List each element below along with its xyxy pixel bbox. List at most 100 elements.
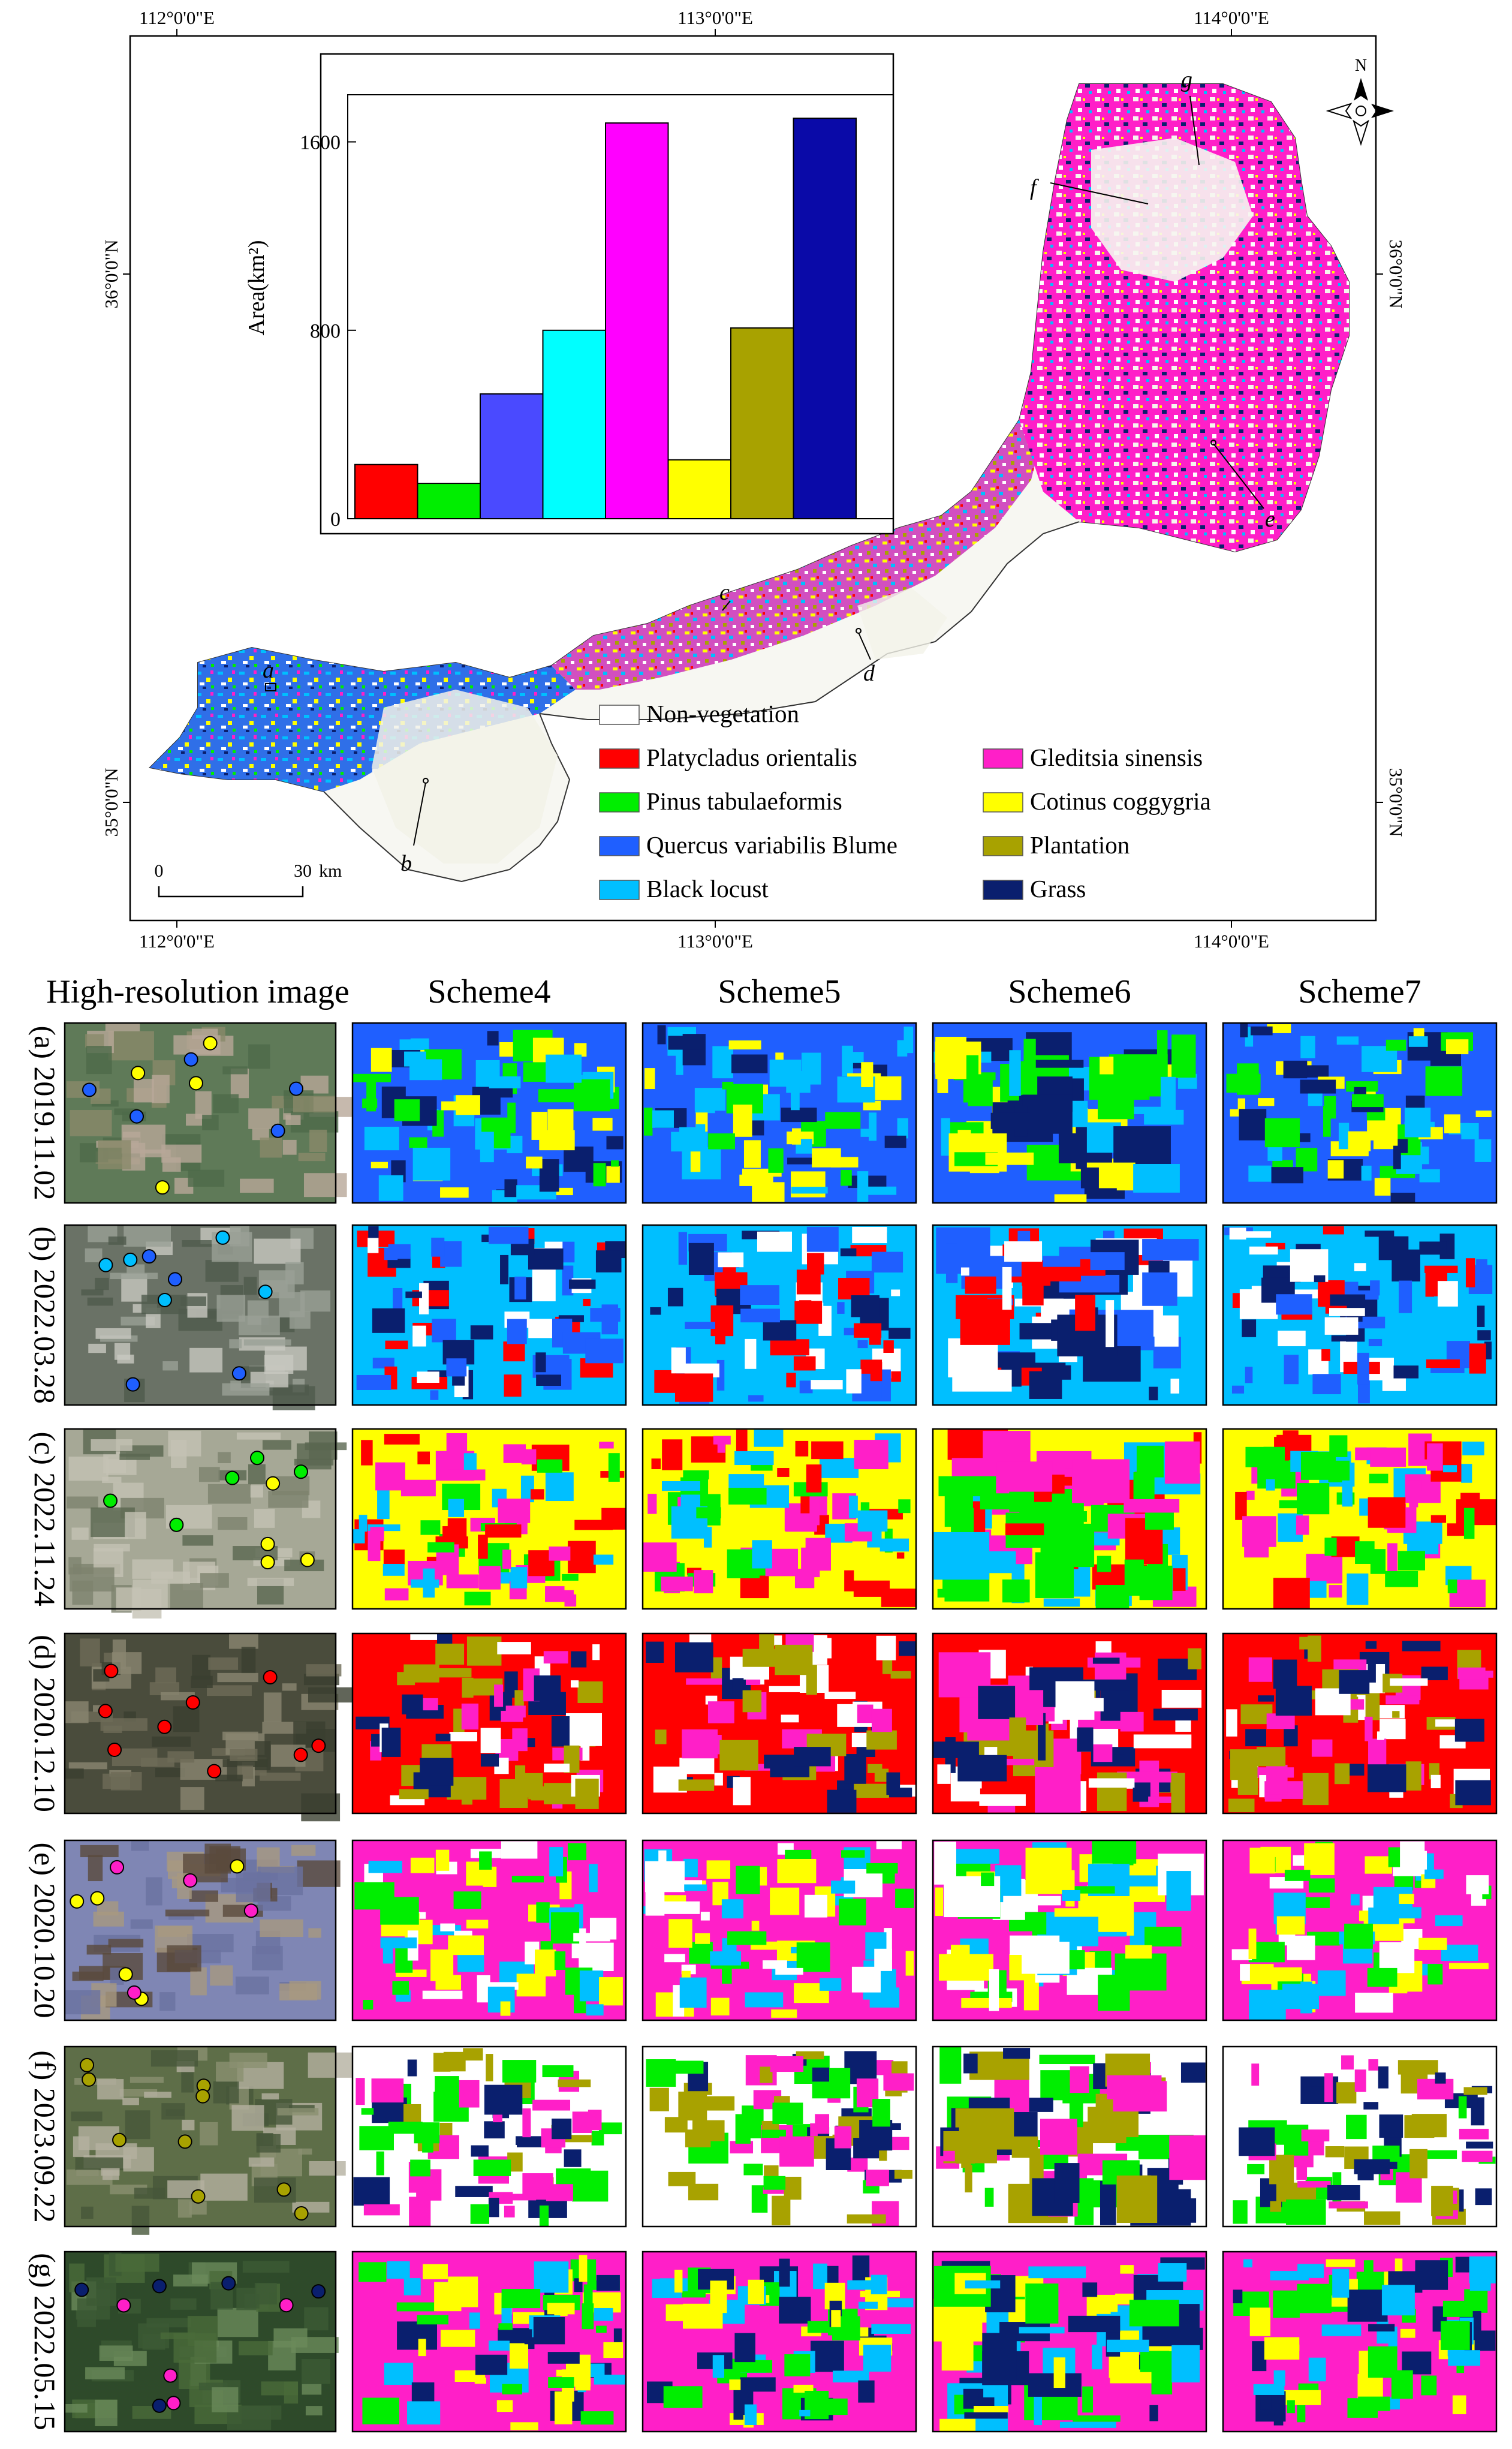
- legend-label-7: Plantation: [1030, 831, 1130, 859]
- classmap-2-2: [641, 1428, 917, 1610]
- scale-bar: 0 30 km: [155, 861, 342, 898]
- classmap-2-3: [932, 1428, 1207, 1610]
- chart-bar-5: [667, 459, 731, 519]
- row-label-4: (e) 2020.10.20: [28, 1843, 62, 2018]
- legend-swatch-6: [983, 792, 1023, 813]
- study-area: [148, 83, 1350, 883]
- legend-swatch-8: [983, 880, 1023, 900]
- area-bar-chart: Area(km²) 0 800 1600: [244, 53, 894, 535]
- legend-swatch-2: [599, 792, 640, 813]
- legend-label-4: Black locust: [646, 875, 769, 902]
- row-label-1: (b) 2022.03.28: [28, 1226, 62, 1404]
- classmap-0-2: [641, 1022, 917, 1204]
- photo-3-0: [64, 1632, 354, 1822]
- row-label-2: (c) 2022.11.24: [28, 1431, 62, 1606]
- coord-right-1: 36°0'0"N: [1386, 239, 1406, 308]
- site-label-a: a: [263, 658, 274, 683]
- photo-1-0: [64, 1224, 337, 1410]
- site-label-g: g: [1181, 67, 1192, 92]
- legend: Non-vegetation Platycladus orientalis Pinu…: [599, 700, 1211, 902]
- north-arrow-icon: [1326, 78, 1394, 146]
- legend-swatch-7: [983, 836, 1023, 856]
- legend-label-5: Gleditsia sinensis: [1030, 744, 1203, 771]
- classmap-4-1: [351, 1839, 627, 2021]
- classmap-5-1: [351, 2045, 627, 2228]
- chart-bar-4: [605, 122, 669, 519]
- classmap-2-1: [351, 1428, 627, 1610]
- column-header-4: Scheme7: [1298, 973, 1421, 1010]
- photo-0-0: [64, 1022, 353, 1204]
- classmap-4-4: [1222, 1839, 1498, 2021]
- classmap-6-3: [932, 2251, 1207, 2433]
- legend-swatch-0: [599, 705, 640, 725]
- classmap-0-4: [1222, 1022, 1498, 1204]
- chart-bar-3: [542, 329, 606, 519]
- legend-label-3: Quercus variabilis Blume: [646, 831, 897, 859]
- legend-swatch-1: [599, 748, 640, 769]
- classmap-6-1: [351, 2251, 627, 2433]
- coord-right-2: 35°0'0"N: [1386, 768, 1406, 837]
- photo-2-0: [64, 1428, 347, 1619]
- north-label: N: [1355, 56, 1367, 75]
- chart-ytick-2: 1600: [300, 132, 341, 154]
- chart-ylabel: Area(km²): [244, 240, 269, 335]
- classmap-1-3: [932, 1224, 1207, 1406]
- classmap-6-4: [1222, 2251, 1498, 2433]
- site-markers: [265, 95, 1264, 846]
- site-label-b: b: [400, 851, 412, 876]
- classmap-3-4: [1222, 1632, 1498, 1815]
- classmap-0-3: [932, 1022, 1207, 1204]
- comparison-grid: High-resolution image Scheme4 Scheme5 Schem…: [28, 973, 1498, 2433]
- coord-bottom-1: 112°0'0"E: [139, 931, 215, 952]
- legend-label-2: Pinus tabulaeformis: [646, 787, 842, 815]
- chart-ytick-1: 800: [310, 320, 341, 342]
- classmap-1-4: [1222, 1224, 1498, 1406]
- classmap-5-4: [1222, 2045, 1498, 2228]
- coord-left-1: 36°0'0"N: [101, 239, 122, 308]
- classmap-4-2: [641, 1839, 917, 2021]
- classmap-1-1: [351, 1224, 627, 1406]
- coord-left-2: 35°0'0"N: [101, 768, 122, 837]
- chart-bar-1: [417, 483, 481, 519]
- scale-end: 30: [294, 861, 312, 881]
- classmap-5-2: [641, 2045, 917, 2228]
- scale-unit: km: [319, 861, 342, 881]
- chart-bar-6: [730, 327, 794, 519]
- classmap-5-3: [932, 2045, 1207, 2228]
- column-header-1: Scheme4: [427, 973, 550, 1010]
- site-label-e: e: [1265, 507, 1275, 532]
- coordinate-ticks: [123, 29, 1383, 928]
- site-label-c: c: [719, 580, 730, 605]
- legend-swatch-3: [599, 836, 640, 856]
- row-label-3: (d) 2020.12.10: [28, 1635, 62, 1812]
- chart-ytick-0: 0: [330, 509, 341, 531]
- legend-label-8: Grass: [1030, 875, 1086, 902]
- classmap-4-3: [932, 1839, 1207, 2021]
- photo-4-0: [64, 1839, 341, 2021]
- row-label-0: (a) 2019.11.02: [28, 1025, 62, 1200]
- legend-label-0: Non-vegetation: [646, 700, 799, 727]
- classmap-1-2: [641, 1224, 917, 1406]
- photo-5-0: [64, 2045, 355, 2235]
- site-label-d: d: [863, 661, 875, 686]
- classmap-0-1: [351, 1022, 627, 1204]
- legend-swatch-5: [983, 748, 1023, 769]
- classmap-6-2: [641, 2251, 917, 2433]
- column-header-0: High-resolution image: [46, 973, 349, 1010]
- coord-top-3: 114°0'0"E: [1194, 7, 1269, 28]
- chart-bar-7: [793, 118, 857, 519]
- coord-bottom-3: 114°0'0"E: [1194, 931, 1269, 952]
- legend-label-1: Platycladus orientalis: [646, 744, 857, 771]
- column-header-3: Scheme6: [1008, 973, 1131, 1010]
- classmap-3-1: [351, 1632, 627, 1815]
- chart-bar-0: [354, 464, 418, 520]
- legend-swatch-4: [599, 880, 640, 900]
- coord-top-1: 112°0'0"E: [139, 7, 215, 28]
- chart-bar-2: [480, 393, 544, 519]
- legend-label-6: Cotinus coggygria: [1030, 787, 1211, 815]
- classmap-3-3: [932, 1632, 1207, 1815]
- classmap-3-2: [641, 1632, 917, 1815]
- column-header-2: Scheme5: [718, 973, 841, 1010]
- coord-top-2: 113°0'0"E: [677, 7, 753, 28]
